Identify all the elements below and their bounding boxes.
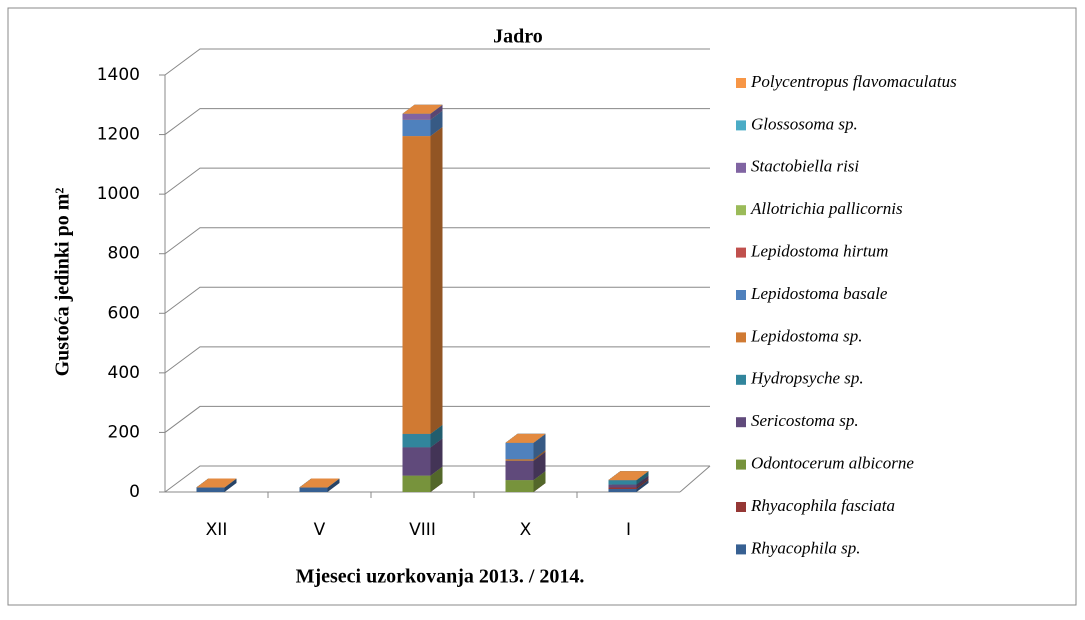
bar-side xyxy=(430,127,443,434)
bar-front xyxy=(608,489,637,492)
grid-line xyxy=(164,108,710,135)
y-tick-label: 0 xyxy=(129,482,140,502)
bar-front xyxy=(505,460,534,481)
legend-label: Stactobiella risi xyxy=(751,157,859,176)
legend-swatch xyxy=(736,205,746,216)
bar-segment xyxy=(299,478,340,488)
bar-side xyxy=(430,438,443,476)
legend-swatch xyxy=(736,162,746,173)
bar-side xyxy=(533,451,546,481)
bar-front xyxy=(608,484,637,488)
bar-front xyxy=(608,480,637,485)
bar-top xyxy=(196,478,237,488)
legend-label: Glossosoma sp. xyxy=(751,114,858,133)
bar-top xyxy=(505,433,546,443)
legend-swatch xyxy=(736,502,746,512)
legend-label: Lepidostoma sp. xyxy=(750,326,862,345)
bar-front xyxy=(402,119,431,137)
bar-segment xyxy=(196,478,237,488)
legend-swatch xyxy=(736,247,746,258)
y-tick-label: 1400 xyxy=(97,65,140,85)
bar-front xyxy=(505,480,534,492)
grid-line xyxy=(164,48,710,76)
legend-swatch xyxy=(736,120,746,131)
y-tick-label: 200 xyxy=(108,422,140,442)
bar-front xyxy=(402,447,431,476)
legend-label: Rhyacophila sp. xyxy=(750,538,861,557)
legend-label: Rhyacophila fasciata xyxy=(750,496,895,515)
y-tick-label: 600 xyxy=(108,303,140,323)
bar-front xyxy=(402,136,431,434)
bar-side xyxy=(430,466,443,492)
frame xyxy=(7,7,1077,606)
grid-line xyxy=(164,286,710,314)
bar-segment xyxy=(608,471,649,481)
bar-side xyxy=(430,424,443,448)
bar-top xyxy=(608,471,649,481)
x-tick-label: VIII xyxy=(409,520,436,540)
legend-label: Hydropsyche sp. xyxy=(750,369,864,388)
bar-front xyxy=(402,433,431,448)
bar-segment xyxy=(505,433,546,443)
y-tick-label: 1000 xyxy=(97,184,140,204)
bar-top xyxy=(402,104,443,114)
grid-line xyxy=(164,346,710,374)
chart-title: Jadro xyxy=(493,26,543,48)
bar-side xyxy=(224,478,237,492)
y-tick-label: 400 xyxy=(108,363,140,383)
legend-label: Polycentropus flavomaculatus xyxy=(750,72,957,91)
bar-segment xyxy=(402,104,443,114)
x-tick-label: I xyxy=(626,520,631,540)
bar-front xyxy=(402,113,431,120)
bar-front xyxy=(196,487,225,492)
bar-front xyxy=(299,487,328,492)
bar-side xyxy=(636,475,649,488)
grid-line xyxy=(164,167,710,195)
legend-swatch xyxy=(736,544,746,555)
bar-side xyxy=(636,480,649,492)
bar-side xyxy=(533,433,546,460)
x-tick-label: X xyxy=(520,520,532,540)
bar-side xyxy=(533,450,546,461)
legend-swatch xyxy=(736,459,746,470)
y-tick-label: 1200 xyxy=(97,125,140,145)
legend-swatch xyxy=(736,290,746,300)
legend-label: Odontocerum albicorne xyxy=(751,454,914,473)
bar-side xyxy=(533,471,546,492)
bar-side xyxy=(636,478,649,490)
floor-edge xyxy=(679,465,711,493)
legend-swatch xyxy=(736,78,746,88)
bar-front xyxy=(608,487,637,490)
legend-label: Sericostoma sp. xyxy=(751,411,859,430)
bar-side xyxy=(636,471,649,485)
legend-swatch xyxy=(736,374,746,385)
y-axis-label: Gustoća jedinki po m² xyxy=(52,188,74,377)
x-tick-label: V xyxy=(314,520,326,540)
y-tick-label: 800 xyxy=(108,244,140,264)
legend-label: Allotrichia pallicornis xyxy=(750,199,903,218)
grid-line xyxy=(164,227,710,255)
grid-line xyxy=(164,405,710,433)
bar-front xyxy=(505,459,534,461)
x-tick-label: XII xyxy=(206,520,228,540)
bar-segment xyxy=(402,127,443,434)
x-axis-label: Mjeseci uzorkovanja 2013. / 2014. xyxy=(296,566,585,588)
legend-label: Lepidostoma basale xyxy=(750,284,888,303)
bar-front xyxy=(505,442,534,460)
bar-side xyxy=(327,478,340,492)
bar-top xyxy=(299,478,340,488)
bar-front xyxy=(402,475,431,492)
bar-side xyxy=(430,104,443,120)
bar-side xyxy=(430,110,443,137)
legend-label: Lepidostoma hirtum xyxy=(750,242,888,261)
legend-swatch xyxy=(736,332,746,343)
legend-swatch xyxy=(736,417,746,428)
